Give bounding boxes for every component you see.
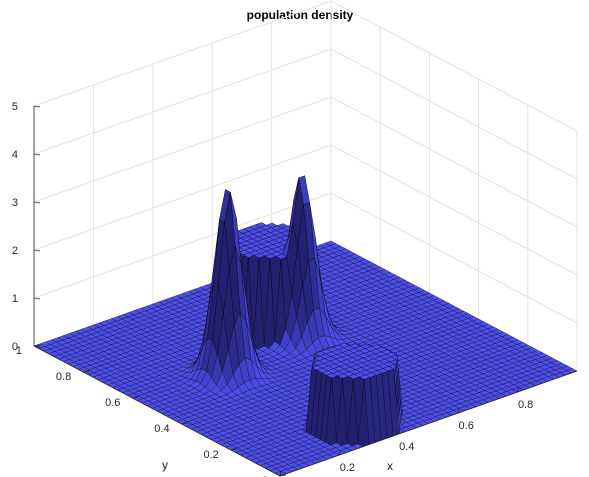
chart-title: population density (247, 8, 354, 22)
y-tick-label: 0.6 (105, 397, 120, 409)
grid-line (33, 96, 578, 228)
y-tick-mark (230, 448, 237, 451)
y-tick-mark (181, 422, 188, 425)
x-axis-label: x (387, 459, 393, 473)
y-tick-mark (83, 370, 90, 373)
grid-line (33, 192, 578, 324)
z-tick-mark (33, 105, 41, 108)
x-tick-label: 0.8 (518, 399, 533, 411)
x-tick-mark (279, 470, 282, 477)
y-tick-label: 1 (16, 345, 22, 357)
y-tick-mark (132, 396, 139, 399)
x-tick-label: 0.6 (459, 420, 474, 432)
x-tick-mark (517, 386, 519, 393)
x-tick-label: 0.4 (399, 441, 414, 453)
grid-line (33, 144, 578, 276)
x-tick-label: 0.2 (340, 462, 355, 474)
y-tick-label: 0.8 (56, 371, 71, 383)
grid-line (33, 48, 578, 180)
y-tick-label: 0.4 (154, 423, 169, 435)
y-tick-label: 0.2 (204, 449, 219, 461)
z-tick-label: 1 (12, 293, 18, 305)
z-tick-mark (33, 201, 41, 204)
z-tick-label: 0 (12, 341, 18, 353)
grid-line (33, 0, 578, 132)
z-tick-mark (33, 345, 41, 348)
y-tick-mark (279, 474, 287, 477)
z-tick-mark (33, 297, 41, 300)
x-tick-mark (457, 407, 460, 414)
y-tick-label: 0 (262, 475, 268, 477)
z-tick-label: 3 (12, 197, 18, 209)
x-axis-line (279, 370, 578, 477)
z-tick-mark (33, 153, 41, 156)
z-tick-label: 4 (12, 149, 18, 161)
x-tick-mark (339, 449, 341, 456)
z-tick-mark (33, 249, 41, 252)
y-axis-label: y (162, 458, 168, 472)
surface (33, 175, 578, 477)
x-tick-mark (398, 428, 401, 435)
y-axis-line (33, 345, 281, 477)
z-tick-label: 5 (12, 101, 18, 113)
z-tick-label: 2 (12, 245, 18, 257)
